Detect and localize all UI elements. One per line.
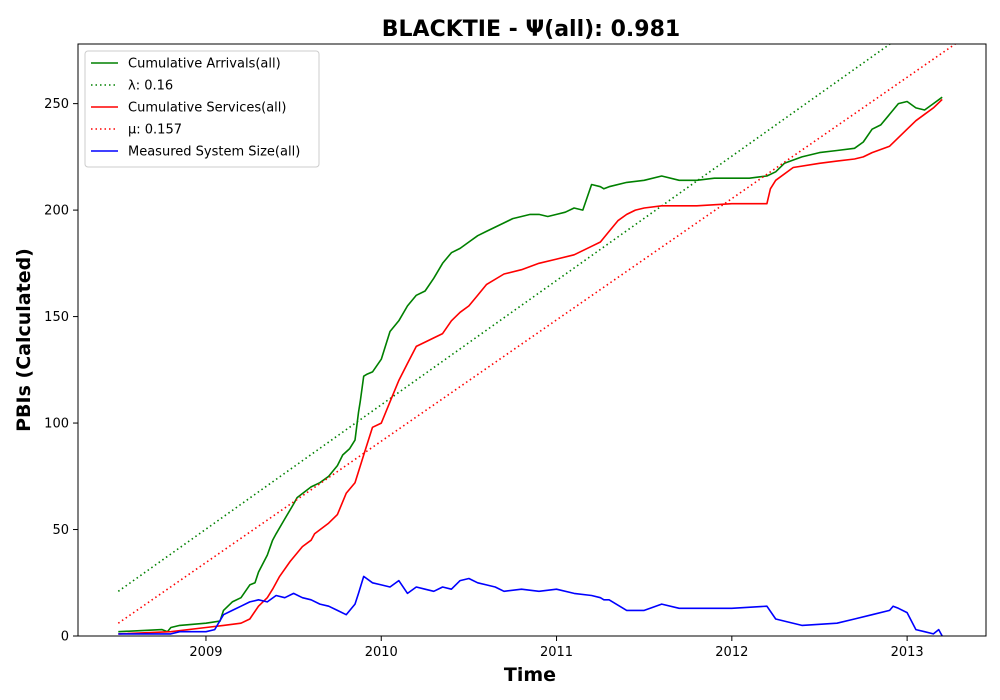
x-axis: 2009 2010 2011 2012 2013 — [189, 636, 924, 660]
x-tick-label: 2009 — [189, 645, 222, 660]
x-tick-label: 2012 — [715, 645, 748, 660]
legend-label: Cumulative Arrivals(all) — [128, 57, 281, 72]
series-line-1 — [117, 44, 892, 592]
x-axis-label: Time — [504, 664, 556, 686]
chart-title: BLACKTIE - Ψ(all): 0.981 — [382, 17, 680, 42]
y-tick-label: 0 — [61, 630, 69, 645]
series-line-0 — [118, 96, 943, 633]
legend-label: μ: 0.157 — [128, 123, 182, 138]
x-tick-label: 2011 — [540, 645, 573, 660]
legend-label: Measured System Size(all) — [128, 145, 300, 160]
plot-frame — [77, 43, 987, 637]
legend-label: λ: 0.16 — [128, 79, 173, 94]
y-tick-label: 100 — [44, 417, 69, 432]
y-tick-label: 50 — [52, 523, 69, 538]
series-line-3 — [117, 44, 957, 624]
y-tick-label: 150 — [44, 310, 69, 325]
x-tick-label: 2010 — [365, 645, 398, 660]
x-tick-label: 2013 — [891, 645, 924, 660]
legend-box — [84, 50, 320, 168]
y-axis-label: PBIs (Calculated) — [13, 248, 35, 432]
y-tick-label: 200 — [44, 204, 69, 219]
y-tick-label: 250 — [44, 97, 69, 112]
legend: Cumulative Arrivals(all) λ: 0.16 Cumulativ… — [84, 50, 320, 168]
series-line-4 — [118, 575, 943, 636]
y-axis: 0 50 100 150 200 250 — [44, 97, 78, 645]
plot-area — [117, 44, 957, 636]
legend-label: Cumulative Services(all) — [128, 101, 286, 116]
series-line-2 — [118, 98, 943, 635]
